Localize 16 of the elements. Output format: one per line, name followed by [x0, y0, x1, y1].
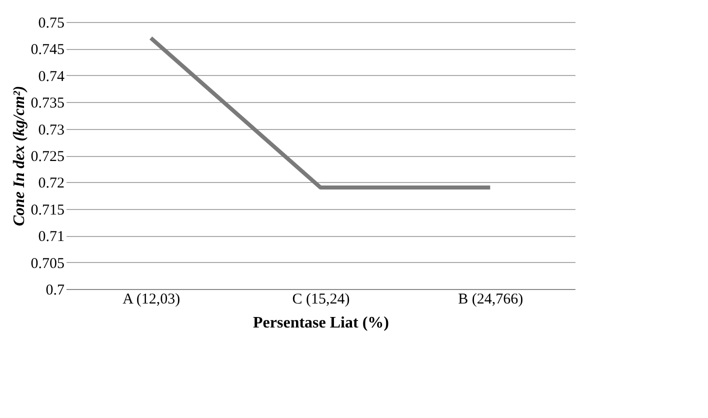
- x-tick-label: A (12,03): [122, 292, 180, 308]
- x-tick-label: C (15,24): [292, 292, 350, 308]
- x-axis-title: Persentase Liat (%): [253, 314, 389, 332]
- y-tick-label: 0.72: [38, 176, 64, 192]
- x-tick-label: B (24,766): [458, 292, 524, 308]
- y-tick-label: 0.725: [30, 149, 64, 165]
- y-axis-title: Cone In dex (kg/cm²): [10, 86, 28, 226]
- y-tick-label: 0.75: [38, 16, 64, 32]
- y-tick-label: 0.7: [46, 282, 65, 298]
- y-tick-label: 0.715: [30, 202, 64, 218]
- y-tick-label: 0.73: [38, 122, 64, 138]
- y-tick-label: 0.71: [38, 229, 64, 246]
- y-tick-label: 0.705: [30, 256, 64, 272]
- y-tick-label: 0.74: [38, 68, 65, 85]
- y-tick-label: 0.735: [30, 96, 64, 112]
- y-tick-label: 0.745: [30, 42, 64, 58]
